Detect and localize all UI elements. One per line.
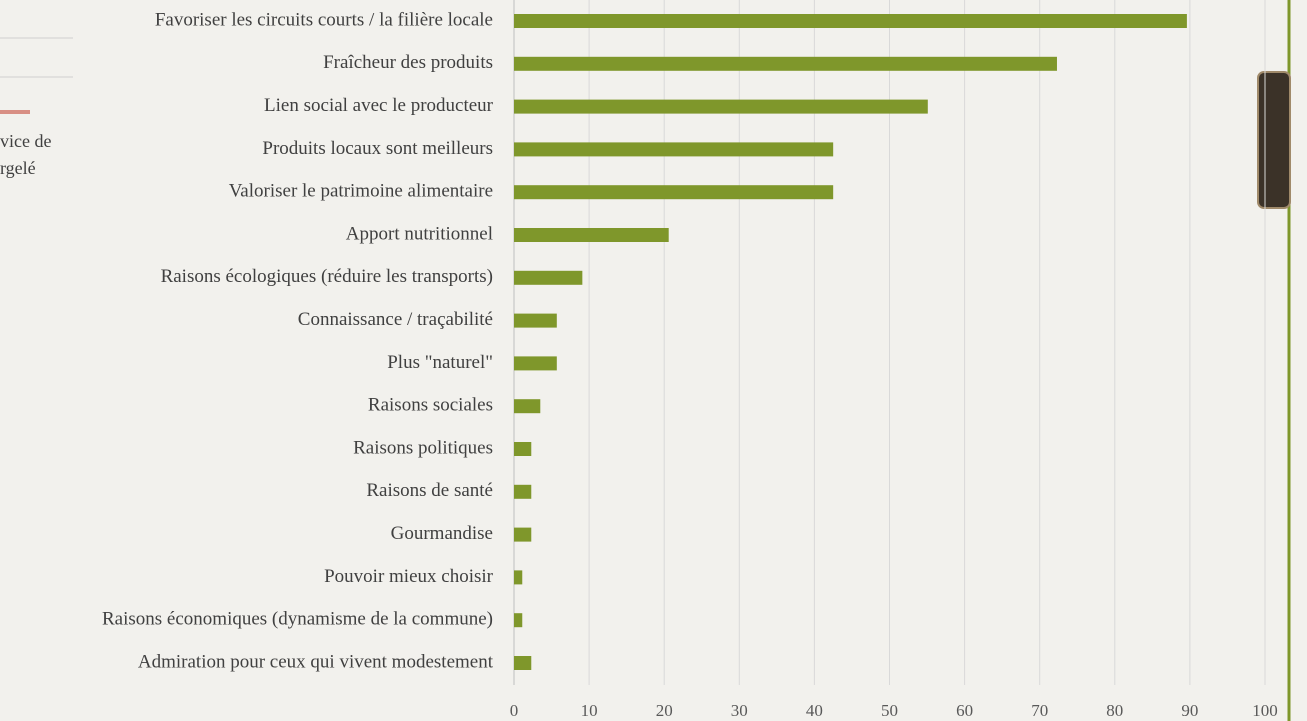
- y-tick-label: Raisons politiques: [353, 437, 493, 458]
- x-tick-label: 0: [510, 701, 519, 720]
- x-tick-label: 60: [956, 701, 973, 720]
- y-tick-label: Gourmandise: [391, 523, 493, 544]
- x-tick-label: 70: [1031, 701, 1048, 720]
- bar: [514, 56, 1057, 71]
- x-tick-label: 30: [731, 701, 748, 720]
- y-tick-label: Raisons de santé: [366, 480, 493, 501]
- y-tick-label: Lien social avec le producteur: [264, 95, 494, 116]
- x-tick-label: 20: [656, 701, 673, 720]
- y-tick-label: Favoriser les circuits courts / la filiè…: [155, 9, 493, 30]
- x-tick-label: 90: [1181, 701, 1198, 720]
- tab: [1257, 71, 1291, 209]
- bar: [514, 228, 669, 242]
- y-tick-label: Raisons économiques (dynamisme de la com…: [102, 609, 493, 630]
- bar: [514, 313, 557, 328]
- x-tick-label: 100: [1252, 701, 1278, 720]
- y-tick-label: Valoriser le patrimoine alimentaire: [229, 181, 493, 202]
- bar: [514, 185, 834, 200]
- bar: [514, 142, 834, 157]
- y-tick-label: Admiration pour ceux qui vivent modestem…: [138, 651, 494, 672]
- side-text: rgelé: [0, 158, 36, 178]
- bar: [514, 14, 1187, 28]
- y-tick-label: Pouvoir mieux choisir: [324, 566, 494, 587]
- bar: [514, 399, 541, 414]
- bar: [514, 356, 557, 371]
- x-tick-label: 40: [806, 701, 823, 720]
- x-tick-label: 80: [1106, 701, 1123, 720]
- plot: 0 10 20 30 40 50 60 70 80 90 100 Favoriser les circ…: [102, 0, 1278, 720]
- bar: [514, 570, 523, 585]
- bar: [514, 270, 583, 285]
- y-tick-label: Connaissance / traçabilité: [298, 309, 493, 330]
- bar: [514, 99, 928, 114]
- side-text: vice de: [0, 131, 51, 151]
- y-tick-label: Apport nutritionnel: [346, 223, 493, 244]
- y-tick-label: Raisons sociales: [368, 395, 493, 416]
- bar: [514, 527, 532, 542]
- bar: [514, 613, 523, 628]
- bar: [514, 656, 532, 670]
- y-tick-label: Fraîcheur des produits: [323, 52, 493, 73]
- x-tick-label: 10: [581, 701, 598, 720]
- bar: [514, 484, 532, 499]
- bar: [514, 442, 532, 456]
- x-tick-label: 50: [881, 701, 898, 720]
- y-tick-label: Plus "naturel": [387, 352, 493, 373]
- y-tick-label: Raisons écologiques (réduire les transpo…: [161, 266, 493, 287]
- y-tick-label: Produits locaux sont meilleurs: [262, 138, 493, 159]
